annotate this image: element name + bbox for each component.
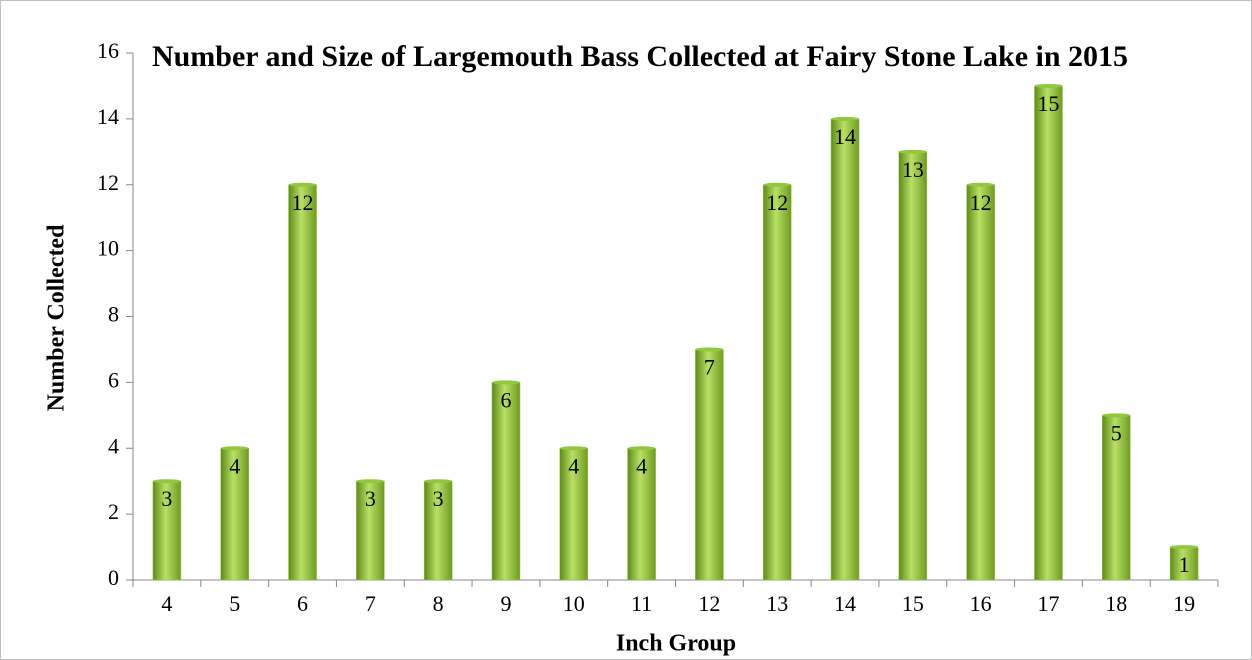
data-label: 7 (704, 354, 715, 379)
bar (1169, 546, 1199, 581)
chart-title: Number and Size of Largemouth Bass Colle… (151, 40, 1129, 73)
bar (830, 118, 860, 581)
x-tick-label: 19 (1173, 591, 1195, 616)
bar (1102, 415, 1131, 581)
x-tick-label: 11 (631, 591, 652, 616)
x-tick-label: 7 (365, 591, 376, 616)
bar (898, 151, 928, 581)
bar (966, 184, 995, 581)
bar-cap (695, 347, 724, 352)
data-label: 3 (365, 486, 376, 511)
bar-cap (491, 380, 520, 385)
data-label: 12 (970, 190, 992, 215)
y-tick-label: 12 (97, 170, 119, 195)
data-label: 12 (292, 190, 314, 215)
bar (695, 349, 724, 581)
x-axis-label: Inch Group (616, 631, 736, 657)
bar-cap (966, 182, 995, 187)
data-label: 3 (161, 486, 172, 511)
x-tick-label: 18 (1105, 591, 1127, 616)
bar-cap (1102, 413, 1131, 418)
bar-cap (152, 479, 181, 484)
y-tick-label: 6 (108, 367, 119, 392)
data-label: 14 (834, 124, 856, 149)
bar-cap (288, 182, 317, 187)
bar-cap (559, 446, 588, 451)
bar (356, 480, 385, 581)
x-tick-label: 13 (766, 591, 788, 616)
bar-cap (1034, 83, 1063, 88)
data-label: 5 (1111, 420, 1122, 445)
bar (152, 480, 182, 581)
x-tick-label: 12 (698, 591, 720, 616)
y-tick-label: 8 (108, 302, 119, 327)
bar-cap (220, 446, 249, 451)
bar-cap (424, 479, 453, 484)
bar-cap (627, 446, 656, 451)
x-tick-label: 15 (902, 591, 924, 616)
bar (491, 382, 521, 581)
bar-cap (831, 116, 860, 121)
bar (1034, 85, 1063, 581)
bar-cap (763, 182, 792, 187)
x-tick-label: 8 (433, 591, 444, 616)
bar (220, 448, 249, 581)
bar-cap (898, 149, 927, 154)
bar (762, 184, 792, 581)
y-tick-label: 10 (97, 236, 119, 261)
y-tick-label: 4 (108, 433, 119, 458)
bar (559, 448, 589, 581)
x-tick-label: 6 (297, 591, 308, 616)
x-tick-label: 17 (1037, 591, 1059, 616)
y-tick-label: 0 (108, 565, 119, 590)
y-axis-label: Number Collected (44, 224, 70, 412)
data-label: 4 (568, 453, 579, 478)
x-tick-label: 16 (970, 591, 992, 616)
data-label: 4 (229, 453, 240, 478)
data-label: 6 (500, 387, 511, 412)
x-tick-label: 9 (500, 591, 511, 616)
data-label: 4 (636, 453, 647, 478)
data-label: 3 (433, 486, 444, 511)
data-label: 1 (1179, 552, 1190, 577)
y-tick-label: 2 (108, 499, 119, 524)
bar-cap (1170, 545, 1199, 550)
bar (627, 448, 656, 581)
data-label: 13 (902, 157, 924, 182)
y-tick-label: 16 (97, 38, 119, 63)
y-tick-label: 14 (97, 104, 119, 129)
x-tick-label: 4 (161, 591, 172, 616)
bar (288, 184, 317, 581)
bar-cap (356, 479, 385, 484)
data-label: 15 (1037, 91, 1059, 116)
data-label: 12 (766, 190, 788, 215)
x-tick-label: 10 (563, 591, 585, 616)
x-tick-label: 14 (834, 591, 856, 616)
x-tick-label: 5 (229, 591, 240, 616)
